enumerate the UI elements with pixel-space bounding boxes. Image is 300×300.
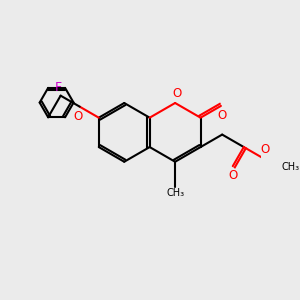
Text: F: F [54, 81, 61, 94]
Text: O: O [74, 110, 83, 123]
Text: CH₃: CH₃ [281, 162, 299, 172]
Text: O: O [172, 87, 181, 100]
Text: O: O [260, 143, 270, 156]
Text: CH₃: CH₃ [166, 188, 184, 199]
Text: O: O [218, 110, 227, 122]
Text: O: O [228, 169, 237, 182]
